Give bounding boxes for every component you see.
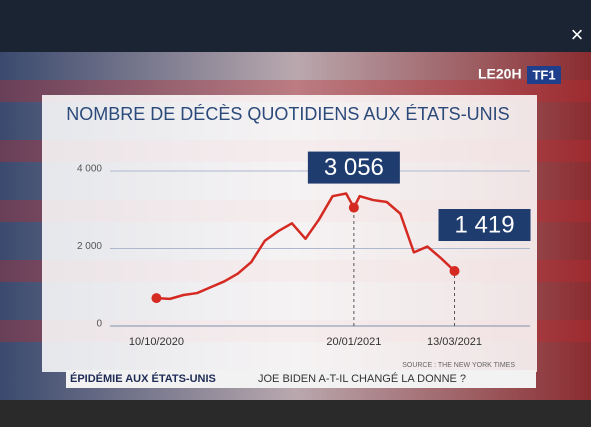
y-tick-label: 2 000 (77, 241, 102, 252)
value-label-box (307, 151, 400, 184)
caption-title: ÉPIDÉMIE AUX ÉTATS-UNIS (70, 372, 216, 385)
bottom-bar (0, 400, 591, 427)
x-tick-label: 10/10/2020 (129, 336, 184, 348)
value-label-box (438, 209, 531, 242)
point-marker (348, 202, 359, 213)
caption-text: JOE BIDEN A-T-IL CHANGÉ LA DONNE ? (258, 372, 466, 385)
point-marker (151, 293, 162, 304)
y-tick-label: 0 (96, 319, 102, 330)
y-tick-label: 4 000 (77, 164, 102, 175)
value-label: 1 419 (454, 211, 514, 238)
x-tick-label: 13/03/2021 (427, 336, 482, 348)
value-label: 3 056 (324, 154, 384, 181)
plot: 0 2 000 4 000 10/10/2020 20/01/2021 13/03/202… (77, 151, 531, 348)
channel: TF1 (532, 67, 555, 82)
point-marker (449, 266, 460, 277)
source: SOURCE : THE NEW YORK TIMES (402, 362, 515, 369)
chart-title: NOMBRE DE DÉCÈS QUOTIDIENS AUX ÉTATS-UNI… (66, 104, 509, 124)
channel-badge (527, 66, 561, 84)
top-bar (0, 0, 591, 52)
x-tick-label: 20/01/2021 (326, 336, 381, 348)
data-line (156, 192, 456, 301)
caption-bar (66, 370, 536, 388)
logo: LE20H (478, 66, 522, 82)
close-button[interactable]: × (571, 22, 584, 47)
